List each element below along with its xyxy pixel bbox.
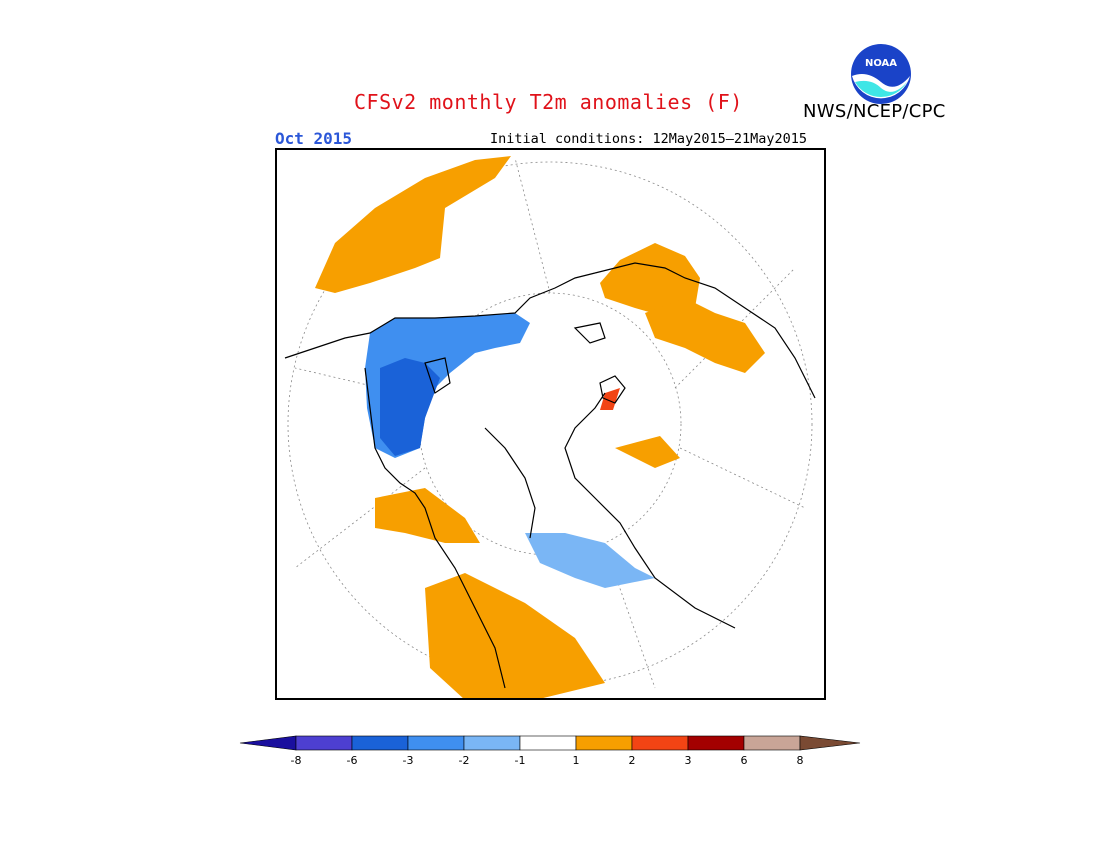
anomaly-region-ne-pacific [315, 156, 511, 293]
anomaly-region-siberia [615, 436, 680, 468]
anomaly-region-hudson-bay [380, 358, 440, 456]
colorbar-bin [463, 735, 521, 751]
coastlines [284, 262, 816, 689]
colorbar-tick-label: -3 [403, 754, 414, 767]
anomaly-region-mediterranean [425, 573, 605, 698]
anomaly-shading [315, 156, 765, 698]
colorbar-tick-label: -2 [459, 754, 470, 767]
colorbar-tick-label: -8 [291, 754, 302, 767]
colorbar-bin [407, 735, 465, 751]
logo-text: NOAA [865, 58, 897, 69]
colorbar: -8 -6 -3 -2 -1 1 2 3 6 8 [239, 735, 861, 767]
colorbar-tick-label: 8 [797, 754, 804, 767]
colorbar-bin [631, 735, 689, 751]
colorbar-bin [519, 735, 577, 751]
colorbar-arrow-low [239, 735, 297, 751]
chart-title: CFSv2 monthly T2m anomalies (F) [354, 90, 743, 114]
colorbar-bin [575, 735, 633, 751]
anomaly-region-nw-russia [645, 298, 765, 373]
anomaly-region-w-russia [600, 243, 700, 318]
initial-conditions-label: Initial conditions: 12May2015–21May2015 [490, 131, 807, 147]
colorbar-tick-label: 1 [573, 754, 580, 767]
colorbar-tick-label: -6 [347, 754, 358, 767]
colorbar-tick-label: 2 [629, 754, 636, 767]
valid-month-label: Oct 2015 [275, 129, 353, 148]
colorbar-arrow-high [799, 735, 861, 751]
colorbar-tick-label: -1 [515, 754, 526, 767]
noaa-logo: NOAA [851, 44, 911, 104]
polar-anomaly-map [275, 148, 826, 700]
colorbar-tick-label: 3 [685, 754, 692, 767]
colorbar-tick-label: 6 [741, 754, 748, 767]
colorbar-bin [351, 735, 409, 751]
colorbar-bin [687, 735, 745, 751]
colorbar-bin [743, 735, 801, 751]
organization-label: NWS/NCEP/CPC [803, 101, 946, 122]
anomaly-region-e-europe [525, 533, 655, 588]
colorbar-bin [295, 735, 353, 751]
